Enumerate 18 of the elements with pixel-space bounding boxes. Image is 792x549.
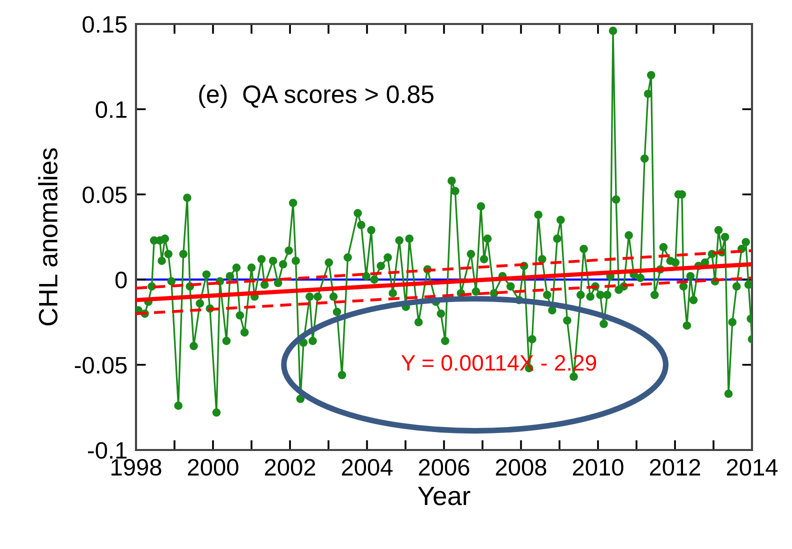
y-tick-label: 0.05 bbox=[82, 186, 127, 204]
y-tick-label: -0.05 bbox=[74, 356, 127, 374]
x-tick-label: 2000 bbox=[188, 458, 238, 476]
y-tick-label: 0.1 bbox=[96, 101, 127, 118]
x-tick-label: 2006 bbox=[418, 458, 470, 476]
x-tick-label: 2010 bbox=[572, 458, 624, 476]
x-axis-title: Year bbox=[418, 486, 470, 506]
y-tick-label: 0 bbox=[115, 272, 127, 288]
x-tick-label: 2012 bbox=[650, 458, 700, 476]
annotation: (e) QA scores > 0.85 bbox=[199, 84, 434, 108]
y-tick-label: 0.15 bbox=[82, 16, 127, 33]
x-tick-label: 2014 bbox=[726, 458, 778, 476]
y-tick-label: -0.1 bbox=[88, 442, 127, 459]
x-tick-label: 2004 bbox=[342, 458, 393, 476]
x-tick-label: 1998 bbox=[112, 458, 162, 476]
x-tick-label: 2008 bbox=[496, 458, 546, 476]
y-axis-title: CHL anomalies bbox=[38, 148, 58, 326]
x-tick-label: 2002 bbox=[264, 458, 316, 476]
